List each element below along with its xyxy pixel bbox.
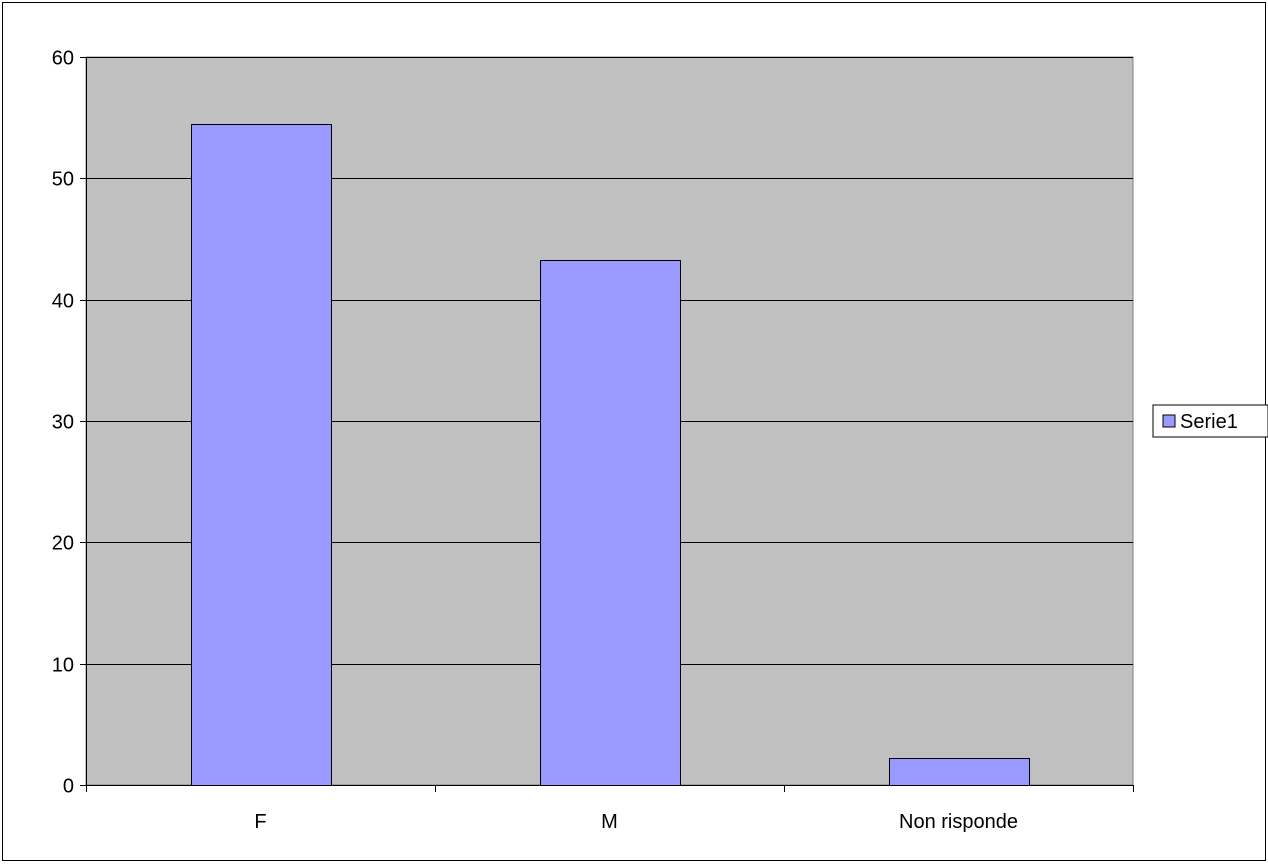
y-tick-label: 20 [52,533,74,555]
x-tick-label: M [601,811,618,833]
y-tick-label: 40 [52,291,74,313]
bar [191,124,332,786]
x-tick-label: Non risponde [899,811,1018,833]
legend: Serie1 [1152,404,1268,438]
bar [889,758,1030,786]
legend-swatch [1162,414,1176,428]
x-tick-label: F [254,811,266,833]
y-tick-label: 0 [63,776,74,798]
x-axis: F M Non risponde [86,785,1134,833]
legend-label: Serie1 [1180,411,1238,433]
y-tick-label: 50 [52,169,74,191]
y-tick-label: 30 [52,412,74,434]
bar [540,260,681,786]
bars [191,124,1030,786]
y-tick-label: 10 [52,655,74,677]
y-tick-label: 60 [52,48,74,70]
y-axis: 0 10 20 30 40 50 60 [52,48,87,798]
